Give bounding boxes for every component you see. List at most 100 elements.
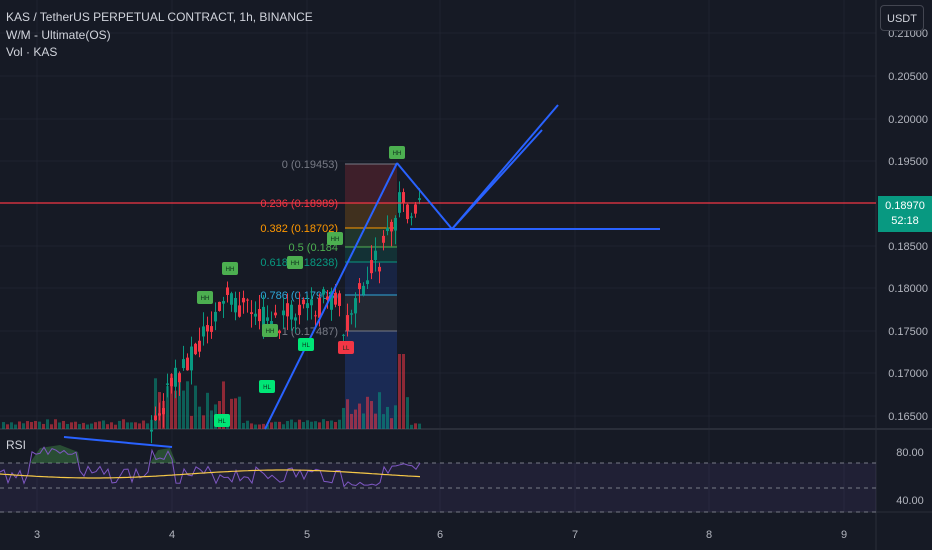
volume-bar [230,398,233,429]
rsi-ma-line [0,469,421,479]
time-tick-label: 5 [304,529,310,541]
volume-bar [258,424,261,429]
volume-bar [54,419,57,429]
volume-bar [134,422,137,429]
fib-level-label: 0 (0.19453) [282,159,338,171]
pivot-marker [327,232,343,245]
volume-bar [142,420,145,429]
volume-bar [282,424,285,429]
volume-bar [222,381,225,429]
candle-body [322,289,325,295]
candle-body [278,330,281,334]
candle-body [250,312,253,315]
volume-bar [334,421,337,429]
volume-bar [114,424,117,429]
bar-countdown: 52:18 [891,215,919,227]
price-tick-label: 0.18500 [888,241,928,253]
last-price-value: 0.18970 [885,200,925,212]
candle-body [306,303,309,309]
volume-bar [414,423,417,429]
pivot-marker-label: LL [343,346,350,352]
price-tick-label: 0.20000 [888,114,928,126]
fib-zone [345,228,397,247]
time-tick-label: 4 [169,529,175,541]
pivot-marker [389,146,405,159]
volume-bar [170,373,173,429]
pivot-marker-label: HL [263,385,271,391]
volume-bar [406,397,409,429]
candle-body [150,429,153,432]
volume-bar [42,423,45,429]
volume-bar [254,424,257,429]
volume-bar [342,407,345,429]
volume-bar [30,422,33,429]
candle-body [378,266,381,272]
volume-bar [10,422,13,429]
volume-bar [354,409,357,429]
candle-body [226,287,229,295]
candle-body [402,192,405,204]
currency-button[interactable]: USDT [880,5,924,31]
volume-bar [6,424,9,429]
candle-body [214,311,217,322]
candle-body [418,198,421,200]
volume-bar [382,414,385,429]
candle-body [414,204,417,214]
fib-zone [345,164,397,203]
volume-bar [186,381,189,429]
price-tick-label: 0.16500 [888,411,928,423]
candle-body [274,312,277,316]
candle-body [290,304,293,320]
volume-bar [402,354,405,429]
candle-body [334,292,337,305]
volume-bar [62,420,65,429]
volume-bar [242,422,245,429]
candle-body [254,313,257,317]
trend-line [264,162,398,430]
candle-body [390,221,393,232]
volume-bar [358,403,361,429]
volume-bar [338,419,341,429]
volume-bar [302,422,305,429]
volume-bar [262,423,265,429]
volume-bar [330,420,333,429]
pivot-marker [259,380,275,393]
rsi-tick-label: 80.00 [896,447,924,459]
candle-body [382,235,385,243]
volume-bar [378,392,381,429]
candle-body [302,299,305,305]
candle-body [330,291,333,310]
candle-body [294,317,297,321]
symbol-legend[interactable]: KAS / TetherUS PERPETUAL CONTRACT, 1h, B… [6,10,313,24]
volume-bar [2,422,5,429]
candle-body [386,227,389,232]
volume-bar [234,398,237,429]
candle-body [222,301,225,304]
candle-body [154,415,157,421]
candle-body [162,408,165,415]
volume-bar [38,421,41,429]
pivot-marker [262,324,278,337]
rsi-tick-label: 40.00 [896,495,924,507]
volume-bar [306,420,309,429]
volume-bar [122,419,125,429]
pivot-marker [298,338,314,351]
price-tick-label: 0.20500 [888,71,928,83]
pivot-marker [287,256,303,269]
volume-bar [90,423,93,429]
candle-body [190,346,193,371]
volume-bar [106,424,109,429]
volume-bar [182,390,185,429]
rsi-legend[interactable]: RSI [6,438,27,452]
indicator-legend-wm[interactable]: W/M - Ultimate(OS) [6,28,111,42]
volume-bar [138,423,141,429]
indicator-legend-volume[interactable]: Vol · KAS [6,45,58,59]
volume-bar [390,418,393,429]
time-tick-label: 3 [34,529,40,541]
volume-bar [110,422,113,429]
candle-body [158,413,161,416]
volume-bar [346,399,349,429]
candle-body [314,315,317,317]
